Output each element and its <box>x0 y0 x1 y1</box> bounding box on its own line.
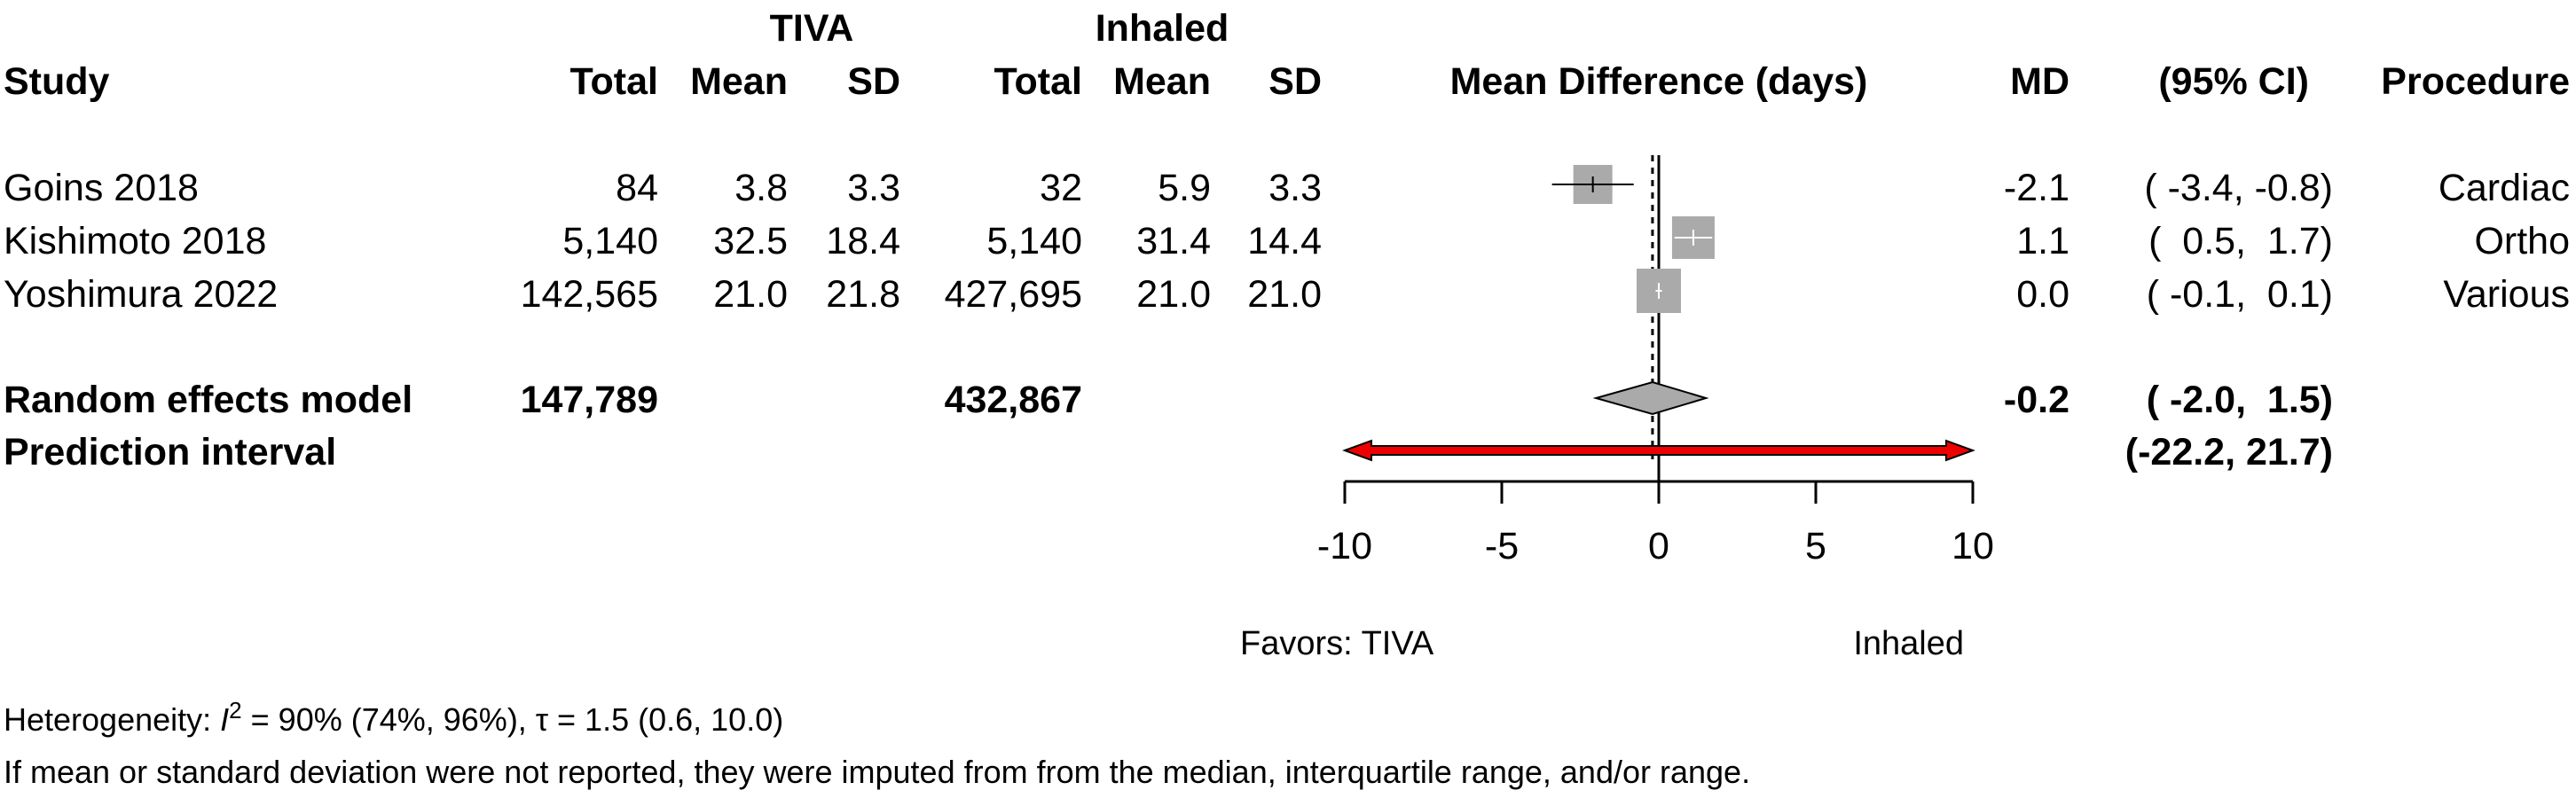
summary-total-tiva: 147,789 <box>521 379 658 421</box>
plot-header: Mean Difference (days) <box>1450 60 1868 103</box>
mean-inhaled: 21.0 <box>1136 273 1211 316</box>
col-header-mean-inhaled: Mean <box>1113 60 1211 103</box>
study-row: Yoshimura 2022 142,565 21.0 21.8 427,695… <box>4 273 2570 316</box>
summary-total-inhaled: 432,867 <box>945 379 1082 421</box>
x-tick-label: 0 <box>1648 525 1669 567</box>
col-header-ci: (95% CI) <box>2158 60 2309 103</box>
procedure: Various <box>2443 273 2570 316</box>
prediction-interval-arrow <box>1342 439 1975 462</box>
col-header-mean-tiva: Mean <box>690 60 788 103</box>
procedure: Cardiac <box>2439 167 2570 209</box>
ci-value: ( -0.1, 0.1) <box>2147 273 2333 316</box>
col-header-total-inhaled: Total <box>993 60 1082 103</box>
study-row: Goins 2018 84 3.8 3.3 32 5.9 3.3 -2.1 ( … <box>4 167 2570 209</box>
ci-value: ( 0.5, 1.7) <box>2148 220 2333 262</box>
prediction-row: Prediction interval (-22.2, 21.7) <box>4 431 2333 473</box>
x-tick-label: 5 <box>1805 525 1826 567</box>
prediction-label: Prediction interval <box>4 431 336 473</box>
total-tiva: 84 <box>616 167 658 209</box>
favors-right-label: Inhaled <box>1853 625 1964 662</box>
col-header-md: MD <box>2010 60 2069 103</box>
col-header-procedure: Procedure <box>2381 60 2570 103</box>
sd-tiva: 21.8 <box>826 273 900 316</box>
x-tick-label: -10 <box>1317 525 1372 567</box>
summary-ci-value: ( -2.0, 1.5) <box>2147 379 2333 421</box>
col-header-sd-tiva: SD <box>847 60 900 103</box>
total-inhaled: 32 <box>1040 167 1082 209</box>
sd-inhaled: 3.3 <box>1268 167 1322 209</box>
md-value: 1.1 <box>2016 220 2069 262</box>
mean-inhaled: 31.4 <box>1136 220 1211 262</box>
sd-inhaled: 21.0 <box>1247 273 1322 316</box>
total-inhaled: 427,695 <box>945 273 1082 316</box>
group-header-inhaled: Inhaled <box>1096 7 1229 50</box>
mean-tiva: 21.0 <box>713 273 788 316</box>
summary-md-value: -0.2 <box>2004 379 2069 421</box>
heterogeneity-text: Heterogeneity: I2 = 90% (74%, 96%), τ = … <box>4 697 783 738</box>
col-header-total-tiva: Total <box>569 60 658 103</box>
i2-symbol: I <box>220 701 229 738</box>
ci-value: ( -3.4, -0.8) <box>2144 167 2333 209</box>
group-header-tiva: TIVA <box>770 7 854 50</box>
md-value: -2.1 <box>2004 167 2069 209</box>
summary-label: Random effects model <box>4 379 412 421</box>
sd-inhaled: 14.4 <box>1247 220 1322 262</box>
procedure: Ortho <box>2474 220 2570 262</box>
imputation-note: If mean or standard deviation were not r… <box>4 754 1750 790</box>
col-header-sd-inhaled: SD <box>1268 60 1322 103</box>
mean-tiva: 32.5 <box>713 220 788 262</box>
x-tick-label: -5 <box>1485 525 1519 567</box>
summary-row: Random effects model 147,789 432,867 -0.… <box>4 379 2333 421</box>
total-tiva: 5,140 <box>562 220 658 262</box>
pooled-diamond <box>1592 380 1709 416</box>
mean-tiva: 3.8 <box>734 167 788 209</box>
x-tick-label: 10 <box>1952 525 1994 567</box>
i2-superscript: 2 <box>229 697 241 724</box>
plot-area: -10 -5 0 5 10 <box>1317 155 1994 567</box>
study-row: Kishimoto 2018 5,140 32.5 18.4 5,140 31.… <box>4 220 2570 262</box>
heterogeneity-rest: = 90% (74%, 96%), τ = 1.5 (0.6, 10.0) <box>242 701 784 738</box>
heterogeneity-prefix: Heterogeneity: <box>4 701 220 738</box>
study-name: Goins 2018 <box>4 167 199 209</box>
prediction-ci-value: (-22.2, 21.7) <box>2125 431 2333 473</box>
md-value: 0.0 <box>2016 273 2069 316</box>
col-header-study: Study <box>4 60 110 103</box>
mean-inhaled: 5.9 <box>1158 167 1211 209</box>
favors-left-label: Favors: TIVA <box>1240 625 1434 662</box>
study-name: Kishimoto 2018 <box>4 220 266 262</box>
sd-tiva: 3.3 <box>847 167 900 209</box>
total-tiva: 142,565 <box>521 273 658 316</box>
total-inhaled: 5,140 <box>986 220 1082 262</box>
sd-tiva: 18.4 <box>826 220 900 262</box>
study-name: Yoshimura 2022 <box>4 273 278 316</box>
